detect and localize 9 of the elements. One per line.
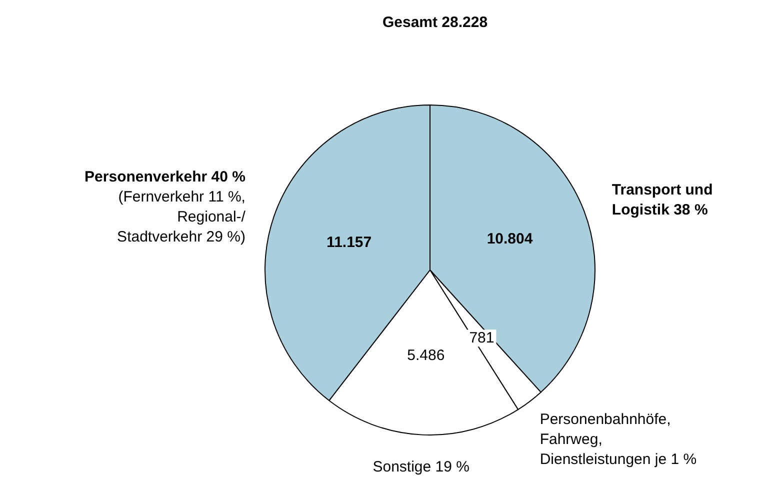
data-label: 5.486 (407, 346, 445, 364)
slice-label: Sonstige 19 % (372, 458, 470, 476)
slice-label: Personenbahnhöfe, Fahrweg, Dienstleistungen je 1 % (540, 410, 697, 468)
slice-label: Transport und Logistik 38 % (612, 181, 713, 218)
slice-label: Personenverkehr 40 % (Fernverkehr 11 %, Regional-/ Stadtverkehr 29 %) (84, 168, 246, 246)
data-label: 10.804 (486, 230, 534, 248)
data-label: 11.157 (326, 234, 372, 251)
chart-title: Gesamt 28.228 (382, 14, 488, 31)
data-label: 781 (469, 330, 494, 347)
